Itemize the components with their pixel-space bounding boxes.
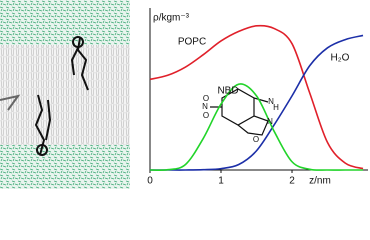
atom-label: N: [202, 102, 208, 111]
atom-label: O: [203, 111, 209, 120]
atom-label: O: [203, 94, 209, 103]
atom-label: N: [267, 117, 273, 126]
atom-label: H: [273, 103, 279, 112]
series-line: [149, 83, 364, 172]
y-axis-label: ρ/kgm⁻³: [153, 13, 190, 24]
x-tick-label: 2: [289, 176, 295, 187]
series-line: [150, 34, 364, 171]
x-axis-label: z/nm: [309, 176, 331, 187]
series-label: POPC: [178, 37, 206, 48]
atom-label: N: [268, 97, 274, 106]
series-line: [149, 24, 364, 170]
x-tick-label: 1: [218, 176, 224, 187]
simulation-snapshot: [0, 0, 130, 189]
atom-label: O: [253, 135, 259, 144]
series-label: H₂O: [331, 53, 350, 64]
series-label: NBD: [217, 86, 238, 97]
x-tick-label: 0: [147, 176, 153, 187]
